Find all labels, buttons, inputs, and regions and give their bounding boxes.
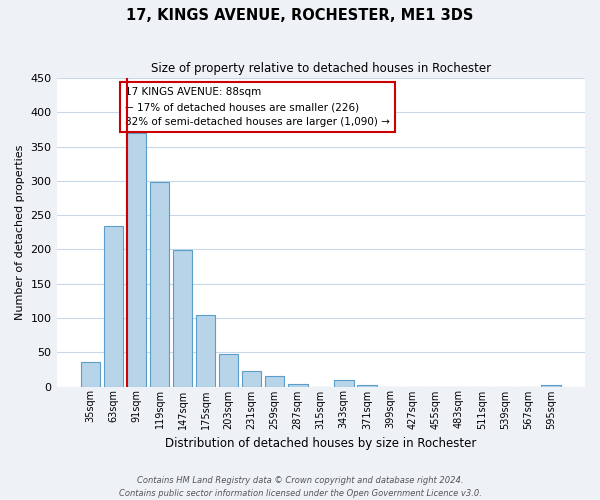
Bar [334, 380, 353, 386]
Text: 17, KINGS AVENUE, ROCHESTER, ME1 3DS: 17, KINGS AVENUE, ROCHESTER, ME1 3DS [127, 8, 473, 22]
Bar [173, 250, 193, 386]
Bar [219, 354, 238, 386]
X-axis label: Distribution of detached houses by size in Rochester: Distribution of detached houses by size … [165, 437, 476, 450]
Y-axis label: Number of detached properties: Number of detached properties [15, 144, 25, 320]
Bar [288, 384, 308, 386]
Bar [196, 314, 215, 386]
Bar [242, 370, 262, 386]
Bar [104, 226, 123, 386]
Bar [127, 133, 146, 386]
Text: Contains HM Land Registry data © Crown copyright and database right 2024.
Contai: Contains HM Land Registry data © Crown c… [119, 476, 481, 498]
Bar [149, 182, 169, 386]
Bar [265, 376, 284, 386]
Bar [357, 385, 377, 386]
Bar [80, 362, 100, 386]
Bar [541, 385, 561, 386]
Title: Size of property relative to detached houses in Rochester: Size of property relative to detached ho… [151, 62, 491, 76]
Text: 17 KINGS AVENUE: 88sqm
← 17% of detached houses are smaller (226)
82% of semi-de: 17 KINGS AVENUE: 88sqm ← 17% of detached… [125, 88, 390, 127]
